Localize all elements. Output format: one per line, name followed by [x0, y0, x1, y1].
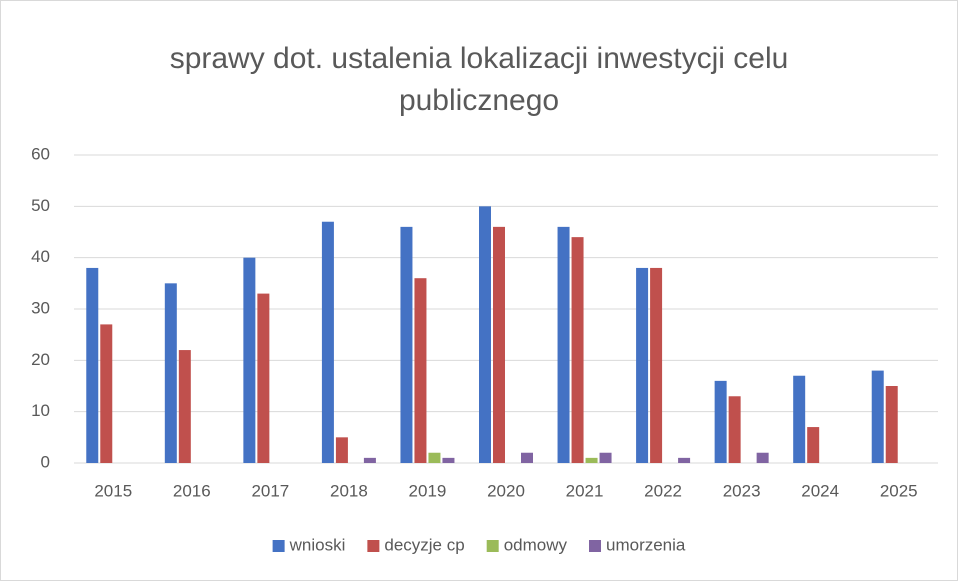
bar: [442, 457, 455, 463]
bar: [807, 427, 820, 463]
x-tick-label: 2022: [644, 481, 682, 500]
bar: [521, 452, 533, 463]
x-tick-label: 2017: [251, 481, 289, 500]
y-tick-label: 40: [31, 247, 50, 266]
bar: [871, 370, 884, 463]
legend-label: odmowy: [504, 535, 568, 554]
bar: [164, 283, 177, 463]
bar: [335, 437, 348, 463]
bar: [257, 293, 270, 463]
bar: [428, 452, 441, 463]
y-tick-label: 10: [31, 401, 50, 420]
x-tick-label: 2015: [94, 481, 132, 500]
legend-label: umorzenia: [606, 535, 686, 554]
bar: [363, 457, 376, 463]
chart-title: sprawy dot. ustalenia lokalizacji inwest…: [169, 42, 789, 117]
bar: [493, 226, 505, 463]
legend-swatch: [367, 540, 380, 552]
y-tick-label: 30: [31, 298, 50, 317]
legend-label: wnioski: [289, 535, 346, 554]
x-tick-label: 2024: [801, 481, 839, 500]
legend-swatch: [272, 540, 285, 552]
bar: [756, 452, 769, 463]
bar: [100, 324, 113, 463]
bar: [678, 457, 691, 463]
y-tick-label: 60: [31, 144, 50, 163]
x-tick-label: 2018: [330, 481, 368, 500]
bar: [557, 226, 570, 463]
y-tick-label: 50: [31, 196, 50, 215]
x-tick-label: 2021: [566, 481, 604, 500]
x-tick-label: 2025: [880, 481, 918, 500]
bar: [400, 226, 413, 463]
x-tick-label: 2019: [409, 481, 447, 500]
bar: [599, 452, 612, 463]
legend-label: decyzje cp: [384, 535, 464, 554]
y-tick-label: 0: [41, 452, 50, 471]
bar: [178, 350, 191, 463]
legend-swatch: [589, 540, 602, 552]
bar: [728, 396, 741, 463]
bar: [585, 457, 598, 463]
x-tick-label: 2023: [723, 481, 761, 500]
bar: [479, 206, 491, 464]
bar: [636, 267, 649, 463]
bar: [650, 267, 663, 463]
bar: [321, 221, 334, 463]
bar: [243, 257, 256, 463]
bar: [86, 267, 99, 463]
x-tick-label: 2016: [173, 481, 211, 500]
bar: [414, 278, 427, 463]
legend-swatch: [486, 540, 499, 552]
y-tick-label: 20: [31, 350, 50, 369]
bar: [571, 237, 584, 463]
bar: [714, 380, 727, 463]
bar: [885, 386, 898, 463]
x-tick-label: 2020: [487, 481, 525, 500]
bar: [793, 375, 806, 463]
